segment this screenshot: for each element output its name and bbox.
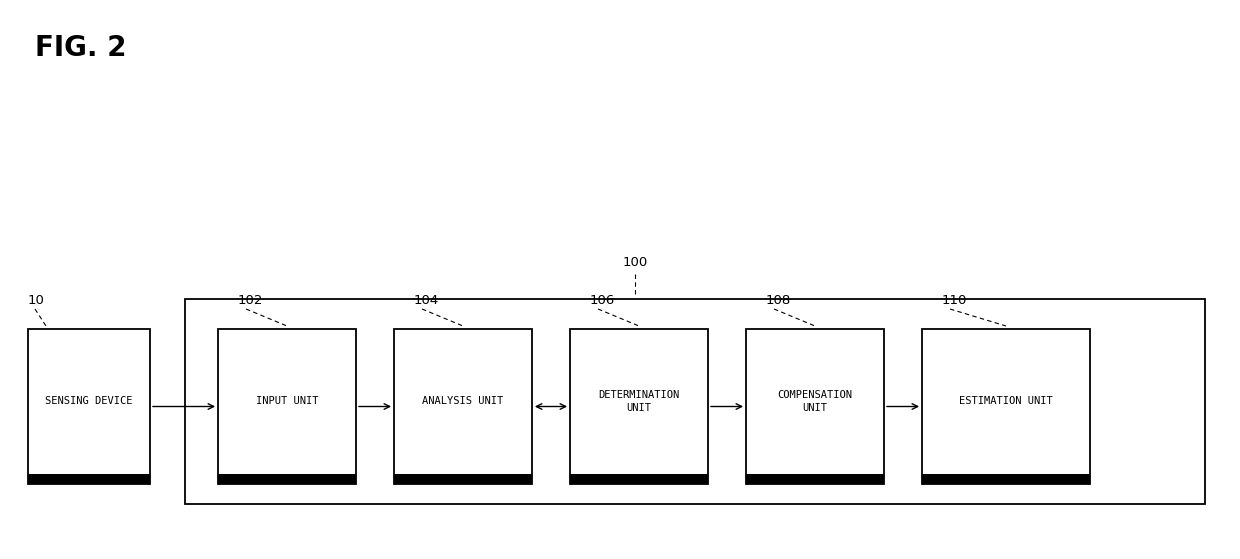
Text: 104: 104 [414, 294, 439, 307]
Text: SENSING DEVICE: SENSING DEVICE [45, 396, 133, 406]
Text: 100: 100 [622, 256, 647, 269]
Bar [29, 329, 150, 484]
Bar [394, 474, 532, 484]
Text: COMPENSATION
UNIT: COMPENSATION UNIT [777, 390, 853, 413]
Text: 108: 108 [766, 294, 791, 307]
Bar [746, 329, 884, 484]
Text: 106: 106 [590, 294, 615, 307]
Text: INPUT UNIT: INPUT UNIT [255, 396, 319, 406]
Bar [218, 474, 356, 484]
Bar [185, 299, 1205, 504]
Text: 10: 10 [29, 294, 45, 307]
Text: 102: 102 [238, 294, 263, 307]
Bar [923, 329, 1090, 484]
Bar [394, 329, 532, 484]
Text: DETERMINATION
UNIT: DETERMINATION UNIT [599, 390, 680, 413]
Text: FIG. 2: FIG. 2 [35, 34, 126, 62]
Bar [570, 474, 708, 484]
Text: ESTIMATION UNIT: ESTIMATION UNIT [959, 396, 1053, 406]
Bar [218, 329, 356, 484]
Bar [570, 329, 708, 484]
Bar [29, 474, 150, 484]
Text: ANALYSIS UNIT: ANALYSIS UNIT [423, 396, 503, 406]
Bar [746, 474, 884, 484]
Text: 110: 110 [942, 294, 967, 307]
Bar [923, 474, 1090, 484]
